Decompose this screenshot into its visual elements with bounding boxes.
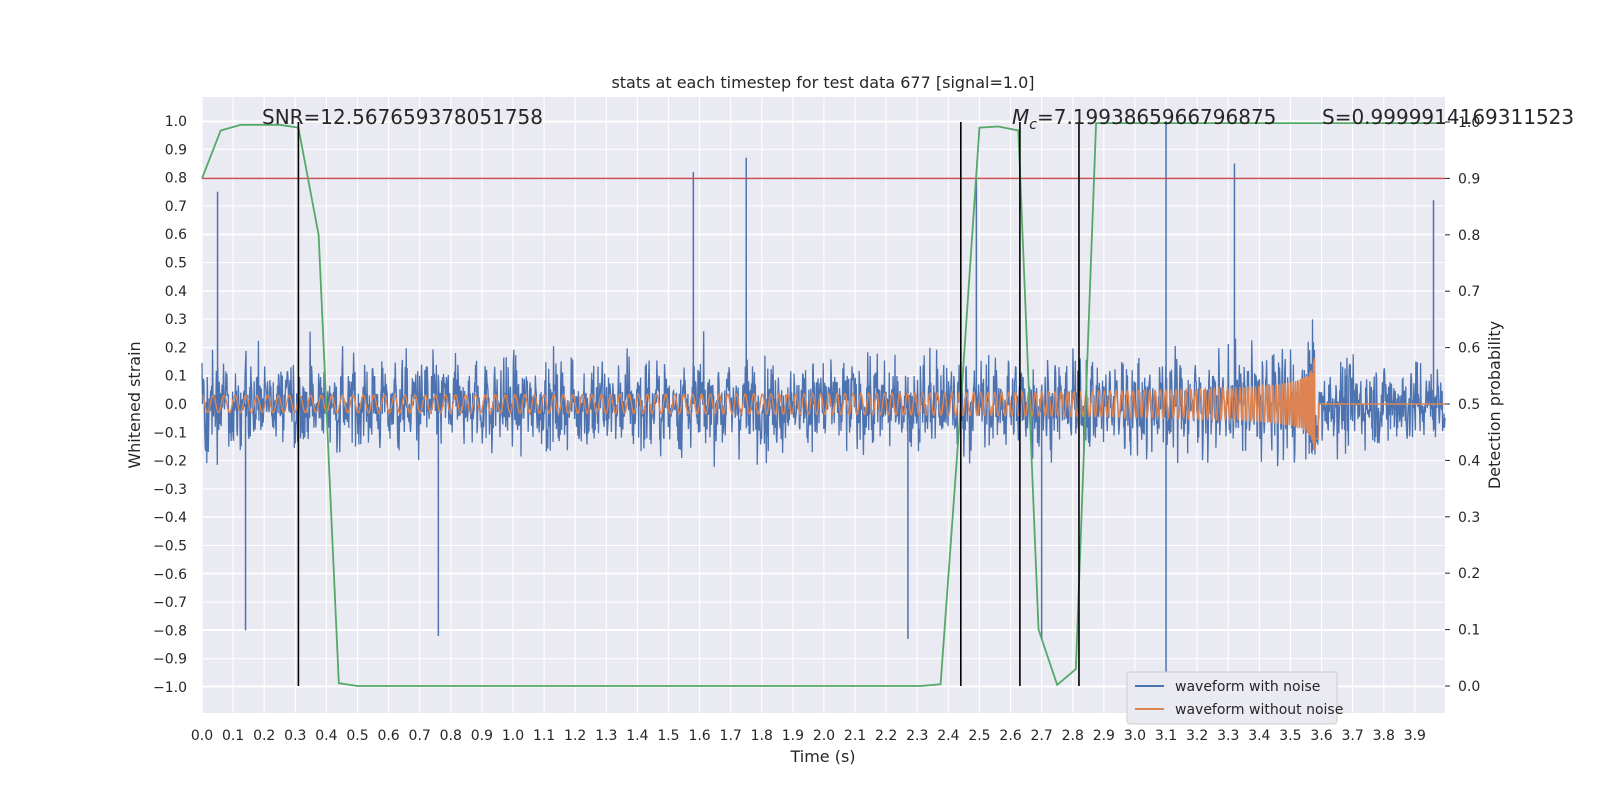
x-tick-label: 2.4 <box>937 728 959 744</box>
x-tick-label: 2.0 <box>813 728 835 744</box>
y-tick-label: −0.7 <box>153 595 187 611</box>
x-tick-label: 0.9 <box>471 728 493 744</box>
y-right-tick-label: 0.3 <box>1458 510 1480 526</box>
x-tick-label: 3.4 <box>1248 728 1270 744</box>
y-right-tick-label: 0.7 <box>1458 284 1480 300</box>
y-tick-label: −0.4 <box>153 510 187 526</box>
x-tick-label: 0.6 <box>377 728 399 744</box>
chart-title: stats at each timestep for test data 677… <box>611 73 1034 92</box>
y-right-tick-label: 0.6 <box>1458 341 1480 357</box>
y-tick-label: 0.1 <box>165 369 187 385</box>
x-tick-label: 0.5 <box>346 728 368 744</box>
y-tick-label: −0.2 <box>153 454 187 470</box>
x-tick-label: 3.1 <box>1155 728 1177 744</box>
y-tick-label: 0.7 <box>165 199 187 215</box>
y-right-tick-label: 0.1 <box>1458 623 1480 639</box>
x-tick-label: 1.9 <box>782 728 804 744</box>
y-tick-label: −0.9 <box>153 652 187 668</box>
y-right-tick-label: 0.8 <box>1458 228 1480 244</box>
x-tick-label: 3.5 <box>1279 728 1301 744</box>
y-tick-label: −0.5 <box>153 539 187 555</box>
y-tick-label: 0.9 <box>165 142 187 158</box>
x-axis-label: Time (s) <box>789 747 855 766</box>
y-right-tick-label: 0.2 <box>1458 566 1480 582</box>
y-right-axis-label: Detection probability <box>1485 321 1504 489</box>
x-tick-label: 2.9 <box>1093 728 1115 744</box>
y-axis-label: Whitened strain <box>125 341 144 468</box>
x-tick-label: 0.0 <box>191 728 213 744</box>
y-tick-label: −0.8 <box>153 623 187 639</box>
x-tick-label: 1.6 <box>688 728 710 744</box>
x-tick-label: 2.1 <box>844 728 866 744</box>
x-tick-labels: 0.0 0.1 0.2 0.3 0.4 0.5 0.6 0.7 0.8 0.9 1.0 1.1 1.2 1… <box>191 728 1426 744</box>
mc-value: =7.1993865966796875 <box>1037 105 1276 129</box>
detection-probability-line <box>201 122 1443 687</box>
snr-annotation: SNR=12.567659378051758 <box>262 105 543 129</box>
y-tick-label: −0.1 <box>153 425 187 441</box>
x-tick-label: 3.8 <box>1373 728 1395 744</box>
x-tick-label: 0.7 <box>409 728 431 744</box>
y-right-tick-label: 0.0 <box>1458 679 1480 695</box>
legend: waveform with noise waveform without noi… <box>1126 671 1343 725</box>
y-right-tick-label: 0.4 <box>1458 453 1480 469</box>
x-tick-label: 2.8 <box>1062 728 1084 744</box>
y-tick-label: 0.0 <box>165 397 187 413</box>
y-tick-label: 1.0 <box>165 114 187 130</box>
clean-waveform-line <box>201 357 1445 451</box>
y-tick-labels: 1.0 0.9 0.8 0.7 0.6 0.5 0.4 0.3 0.2 0.1 0.0 −0.1 −0.… <box>153 114 187 696</box>
y-tick-label: 0.6 <box>165 227 187 243</box>
x-tick-label: 0.4 <box>315 728 337 744</box>
x-tick-label: 2.6 <box>999 728 1021 744</box>
x-tick-label: 1.4 <box>626 728 648 744</box>
legend-label-clean: waveform without noise <box>1175 702 1343 718</box>
x-tick-label: 0.3 <box>284 728 306 744</box>
vertical-markers <box>297 122 1080 686</box>
y-right-tick-label: 0.5 <box>1458 397 1480 413</box>
x-tick-label: 1.2 <box>564 728 586 744</box>
y-tick-label: −0.3 <box>153 482 187 498</box>
noise-waveform-line <box>201 319 1446 467</box>
x-tick-label: 3.3 <box>1217 728 1239 744</box>
y-tick-label: 0.2 <box>165 340 187 356</box>
legend-label-noise: waveform with noise <box>1175 679 1320 695</box>
x-tick-label: 1.0 <box>502 728 524 744</box>
x-tick-label: 2.7 <box>1031 728 1053 744</box>
series-waveform-with-noise <box>201 121 1446 673</box>
x-tick-label: 1.3 <box>595 728 617 744</box>
y-tick-label: 0.3 <box>165 312 187 328</box>
x-tick-label: 3.2 <box>1186 728 1208 744</box>
y-right-tick-label: 1.0 <box>1458 115 1480 131</box>
x-tick-label: 1.5 <box>657 728 679 744</box>
series-detection-probability <box>201 122 1443 687</box>
x-tick-label: 3.9 <box>1404 728 1426 744</box>
s-annotation: S=0.9999914169311523 <box>1322 105 1574 129</box>
x-tick-label: 3.7 <box>1342 728 1364 744</box>
y-tick-label: 0.5 <box>165 256 187 272</box>
y-right-tick-label: 0.9 <box>1458 171 1480 187</box>
x-tick-label: 3.6 <box>1310 728 1332 744</box>
x-tick-label: 0.2 <box>253 728 275 744</box>
x-tick-label: 2.2 <box>875 728 897 744</box>
grid <box>201 97 1445 713</box>
legend-box <box>1126 671 1338 725</box>
y-tick-label: −1.0 <box>153 680 187 696</box>
x-tick-label: 0.8 <box>440 728 462 744</box>
x-tick-label: 1.7 <box>720 728 742 744</box>
y-tick-label: 0.8 <box>165 171 187 187</box>
x-tick-label: 2.3 <box>906 728 928 744</box>
x-tick-label: 0.1 <box>222 728 244 744</box>
x-tick-label: 2.5 <box>968 728 990 744</box>
y-right-tick-labels: 1.0 0.9 0.8 0.7 0.6 0.5 0.4 0.3 0.2 0.1 0.0 <box>1445 115 1480 695</box>
mc-subscript: c <box>1029 117 1037 133</box>
x-tick-label: 1.8 <box>751 728 773 744</box>
x-tick-label: 3.0 <box>1124 728 1146 744</box>
x-tick-label: 1.1 <box>533 728 555 744</box>
mc-symbol: M <box>1012 105 1029 129</box>
y-tick-label: 0.4 <box>165 284 187 300</box>
series-waveform-without-noise <box>201 357 1445 451</box>
mc-annotation: Mc=7.1993865966796875 <box>1012 105 1276 133</box>
y-tick-label: −0.6 <box>153 567 187 583</box>
